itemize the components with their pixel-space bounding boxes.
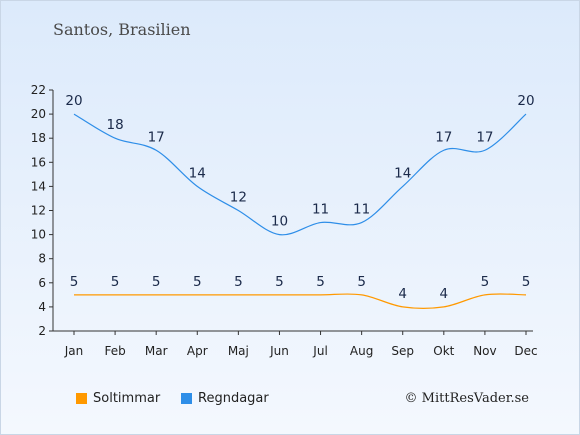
data-label-soltimmar: 5 [152,274,161,290]
x-tick-label: Okt [433,344,454,358]
y-tick-label: 6 [38,276,46,290]
data-label-soltimmar: 5 [234,274,243,290]
y-tick-label: 22 [31,83,46,97]
x-tick-label: Jul [312,344,327,358]
x-tick-label: Aug [350,344,373,358]
x-tick-label: Jan [64,344,84,358]
y-tick-label: 16 [31,155,46,169]
data-label-soltimmar: 5 [193,274,202,290]
y-tick-label: 4 [38,300,46,314]
data-label-regndagar: 18 [106,117,123,133]
x-tick-label: Sep [391,344,414,358]
data-label-regndagar: 20 [65,93,82,109]
legend-swatch-regndagar [181,393,192,404]
y-tick-label: 12 [31,204,46,218]
legend-item-regndagar: Regndagar [181,391,269,406]
data-label-soltimmar: 5 [70,274,79,290]
data-label-regndagar: 10 [271,214,288,230]
data-label-regndagar: 20 [517,93,534,109]
data-label-soltimmar: 5 [357,274,366,290]
x-tick-label: Dec [514,344,537,358]
data-label-regndagar: 17 [476,129,493,145]
data-label-regndagar: 14 [189,165,206,181]
x-tick-label: Feb [104,344,125,358]
data-label-regndagar: 11 [312,202,329,218]
x-tick-label: Maj [228,344,249,358]
y-tick-label: 18 [31,131,46,145]
x-tick-label: Mar [145,344,168,358]
y-tick-label: 20 [31,107,46,121]
data-label-soltimmar: 5 [275,274,284,290]
legend-label-regndagar: Regndagar [198,391,269,406]
legend-label-soltimmar: Soltimmar [93,391,161,406]
data-label-soltimmar: 5 [522,274,531,290]
x-tick-label: Jun [269,344,289,358]
data-label-regndagar: 11 [353,202,370,218]
chart-title: Santos, Brasilien [53,20,191,39]
x-tick-label: Apr [187,344,208,358]
y-tick-label: 2 [38,324,46,338]
y-tick-label: 8 [38,252,46,266]
x-tick-label: Nov [473,344,496,358]
data-label-regndagar: 17 [148,129,165,145]
copyright-text: © MittResVader.se [404,391,529,406]
data-label-regndagar: 17 [435,129,452,145]
data-label-regndagar: 12 [230,190,247,206]
y-tick-label: 10 [31,228,46,242]
data-label-soltimmar: 4 [398,286,407,302]
series-line-soltimmar [73,293,527,310]
data-label-regndagar: 14 [394,165,411,181]
legend-item-soltimmar: Soltimmar [76,391,160,406]
data-label-soltimmar: 5 [316,274,325,290]
legend-swatch-soltimmar [76,393,87,404]
data-label-soltimmar: 5 [481,274,490,290]
y-tick-label: 14 [31,179,46,193]
data-label-soltimmar: 5 [111,274,120,290]
data-label-soltimmar: 4 [440,286,449,302]
series-line-regndagar [73,113,527,236]
